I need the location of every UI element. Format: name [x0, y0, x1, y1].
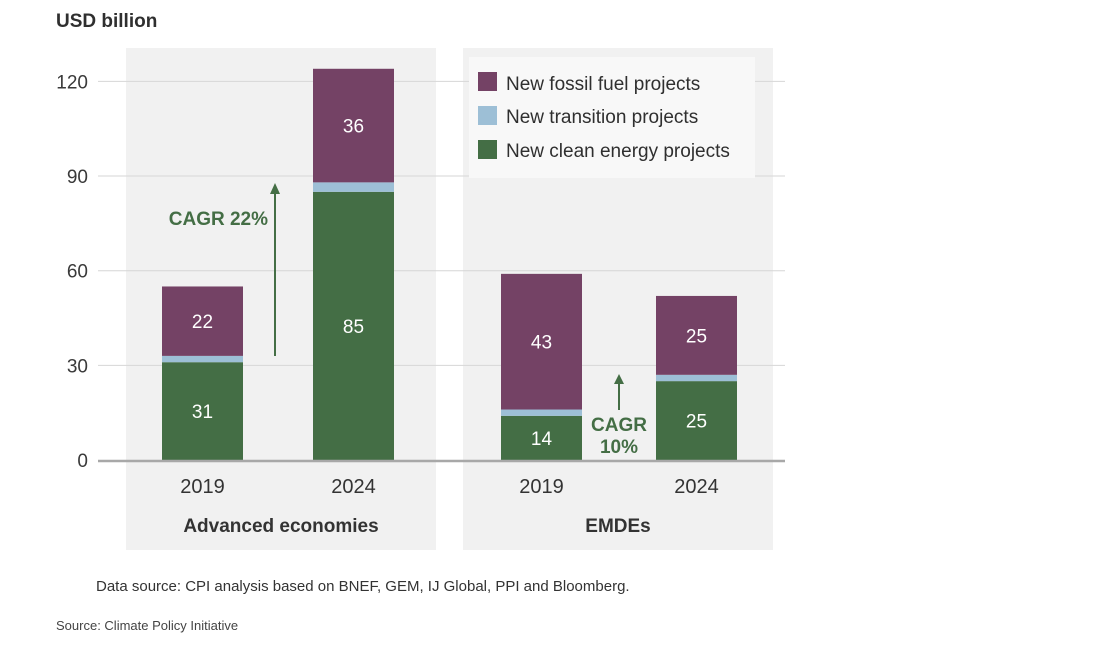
- x-tick-label: 2019: [519, 476, 564, 498]
- x-axis-ticks: 2019 2024 2019 2024: [180, 476, 719, 498]
- bar-segment-transition: [501, 409, 582, 416]
- y-axis-ticks: 0 30 60 90 120: [56, 72, 88, 472]
- unit-label: USD billion: [56, 11, 157, 32]
- y-tick-label: 30: [67, 356, 88, 377]
- group-label: Advanced economies: [183, 516, 378, 537]
- bar-segment-transition: [656, 374, 737, 382]
- bar-segment-transition: [313, 182, 394, 192]
- legend-label-fossil: New fossil fuel projects: [506, 74, 700, 95]
- x-tick-label: 2019: [180, 476, 225, 498]
- bars: [162, 68, 737, 460]
- legend: New fossil fuel projects New transition …: [469, 57, 755, 178]
- segment-label-fossil: 22: [192, 312, 213, 333]
- legend-swatch-fossil: [478, 72, 497, 91]
- cagr-label: 10%: [600, 437, 638, 458]
- segment-label-clean: 25: [686, 412, 707, 433]
- bar-segment-clean: [162, 362, 243, 460]
- segment-label-clean: 31: [192, 402, 213, 423]
- group-labels: Advanced economies EMDEs: [183, 516, 650, 537]
- cagr-label: CAGR 22%: [169, 209, 268, 230]
- segment-label-fossil: 43: [531, 333, 552, 354]
- y-tick-label: 60: [67, 262, 88, 283]
- y-tick-label: 120: [56, 72, 88, 93]
- bar-segment-fossil: [162, 286, 243, 356]
- legend-swatch-clean: [478, 140, 497, 159]
- y-tick-label: 0: [77, 451, 88, 472]
- y-tick-label: 90: [67, 167, 88, 188]
- x-tick-label: 2024: [331, 476, 376, 498]
- segment-label-clean: 14: [531, 429, 553, 450]
- bar-segment-clean: [313, 191, 394, 460]
- bar-segment-fossil: [656, 295, 737, 375]
- cagr-arrow-head-icon: [270, 183, 280, 194]
- cagr-label: CAGR: [591, 415, 647, 436]
- legend-label-transition: New transition projects: [506, 107, 698, 128]
- segment-label-clean: 85: [343, 317, 364, 338]
- bar-segment-transition: [162, 355, 243, 363]
- source-credit: Source: Climate Policy Initiative: [56, 618, 238, 633]
- segment-label-fossil: 25: [686, 326, 707, 347]
- x-tick-label: 2024: [674, 476, 719, 498]
- bar-segment-clean: [501, 415, 582, 460]
- bar-segment-clean: [656, 381, 737, 460]
- bar-segment-fossil: [313, 68, 394, 183]
- segment-labels: 31 22 85 36 14 43 25 25: [192, 117, 707, 450]
- cagr-arrow-head-icon: [614, 374, 624, 384]
- data-source-note: Data source: CPI analysis based on BNEF,…: [96, 578, 630, 595]
- legend-label-clean: New clean energy projects: [506, 141, 730, 162]
- group-label: EMDEs: [585, 516, 650, 537]
- segment-label-fossil: 36: [343, 117, 364, 138]
- legend-swatch-transition: [478, 106, 497, 125]
- legend-background: [469, 57, 755, 178]
- bar-segment-fossil: [501, 273, 582, 410]
